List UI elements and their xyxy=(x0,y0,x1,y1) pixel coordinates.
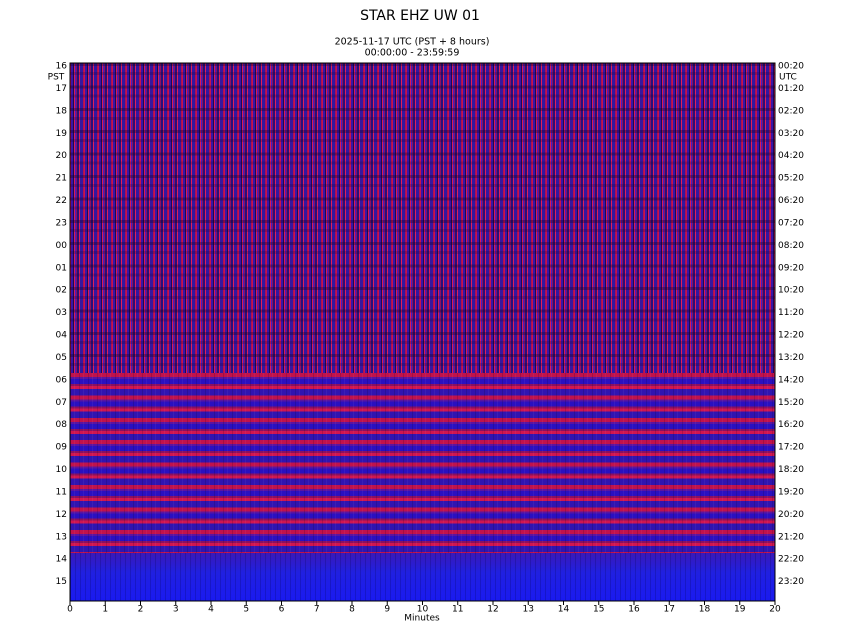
x-tick-label: 2 xyxy=(138,605,144,615)
x-tick-label: 12 xyxy=(487,605,498,615)
row-label-utc: 21:20 xyxy=(778,532,804,542)
row-label-utc: 17:20 xyxy=(778,443,804,453)
row-label-pst: 22 xyxy=(56,196,67,206)
row-label-utc: 04:20 xyxy=(778,151,804,161)
row-label-pst: 10 xyxy=(56,465,68,475)
row-label-pst: 03 xyxy=(56,308,67,318)
x-tick-label: 18 xyxy=(699,605,711,615)
row-label-utc: 23:20 xyxy=(778,577,804,587)
x-tick-label: 3 xyxy=(173,605,179,615)
row-label-utc: 16:20 xyxy=(778,420,804,430)
x-tick-label: 15 xyxy=(593,605,604,615)
row-label-pst: 12 xyxy=(56,510,67,520)
row-label-pst: 16 xyxy=(56,62,68,72)
x-tick-label: 20 xyxy=(769,605,781,615)
x-tick-label: 19 xyxy=(734,605,746,615)
trace-rows-noisy xyxy=(70,63,775,373)
row-label-pst: 08 xyxy=(56,420,68,430)
row-label-utc: 08:20 xyxy=(778,241,804,251)
row-label-utc: 06:20 xyxy=(778,196,804,206)
x-tick-label: 11 xyxy=(452,605,463,615)
row-label-utc: 15:20 xyxy=(778,398,804,408)
row-label-utc: 03:20 xyxy=(778,129,804,139)
row-label-pst: 19 xyxy=(56,129,68,139)
row-label-pst: 01 xyxy=(56,263,67,273)
row-label-pst: 04 xyxy=(56,331,68,341)
row-label-utc: 14:20 xyxy=(778,375,804,385)
row-label-utc: 13:20 xyxy=(778,353,804,363)
row-label-utc: 10:20 xyxy=(778,286,804,296)
row-label-pst: 00 xyxy=(56,241,68,251)
x-tick-label: 17 xyxy=(664,605,675,615)
x-tick-label: 13 xyxy=(523,605,534,615)
row-label-pst: 11 xyxy=(56,487,67,497)
row-label-pst: 21 xyxy=(56,174,67,184)
row-label-utc: 11:20 xyxy=(778,308,804,318)
x-tick-label: 0 xyxy=(67,605,73,615)
row-label-utc: 22:20 xyxy=(778,555,804,565)
row-label-pst: 17 xyxy=(56,84,67,94)
trace-rows-striped xyxy=(70,373,775,553)
row-label-utc: 05:20 xyxy=(778,174,804,184)
x-tick-label: 10 xyxy=(417,605,429,615)
row-label-pst: 07 xyxy=(56,398,67,408)
x-tick-label: 1 xyxy=(102,605,108,615)
row-label-pst: 18 xyxy=(56,106,68,116)
row-label-pst: 09 xyxy=(56,443,68,453)
x-tick-label: 16 xyxy=(628,605,640,615)
row-label-pst: 20 xyxy=(56,151,68,161)
x-tick-label: 8 xyxy=(349,605,355,615)
row-label-pst: 05 xyxy=(56,353,67,363)
x-tick-label: 4 xyxy=(208,605,214,615)
row-label-utc: 00:20 xyxy=(778,62,804,72)
row-label-utc: 07:20 xyxy=(778,218,804,228)
x-axis-label: Minutes xyxy=(404,614,440,624)
row-label-pst: 23 xyxy=(56,218,67,228)
row-label-utc: 18:20 xyxy=(778,465,804,475)
x-tick-label: 7 xyxy=(314,605,320,615)
chart-title: STAR EHZ UW 01 xyxy=(360,8,480,24)
row-label-pst: 02 xyxy=(56,286,67,296)
left-axis-label: PST xyxy=(48,73,65,83)
x-tick-label: 9 xyxy=(384,605,390,615)
row-label-utc: 02:20 xyxy=(778,106,804,116)
x-tick-label: 5 xyxy=(243,605,249,615)
x-tick-label: 6 xyxy=(279,605,285,615)
row-label-utc: 20:20 xyxy=(778,510,804,520)
row-label-utc: 01:20 xyxy=(778,84,804,94)
row-label-pst: 14 xyxy=(56,555,68,565)
row-label-utc: 19:20 xyxy=(778,487,804,497)
trace-rows-quiet xyxy=(70,553,775,601)
chart-subtitle: 2025-11-17 UTC (PST + 8 hours) xyxy=(335,37,490,48)
row-label-pst: 15 xyxy=(56,577,67,587)
plot-area xyxy=(70,63,775,601)
x-tick-label: 14 xyxy=(558,605,570,615)
chart-subtitle: 00:00:00 - 23:59:59 xyxy=(365,48,460,59)
row-label-utc: 09:20 xyxy=(778,263,804,273)
row-label-pst: 06 xyxy=(56,375,68,385)
row-label-utc: 12:20 xyxy=(778,331,804,341)
plot-frame xyxy=(69,62,776,602)
right-axis-label: UTC xyxy=(779,73,797,83)
row-label-pst: 13 xyxy=(56,532,67,542)
